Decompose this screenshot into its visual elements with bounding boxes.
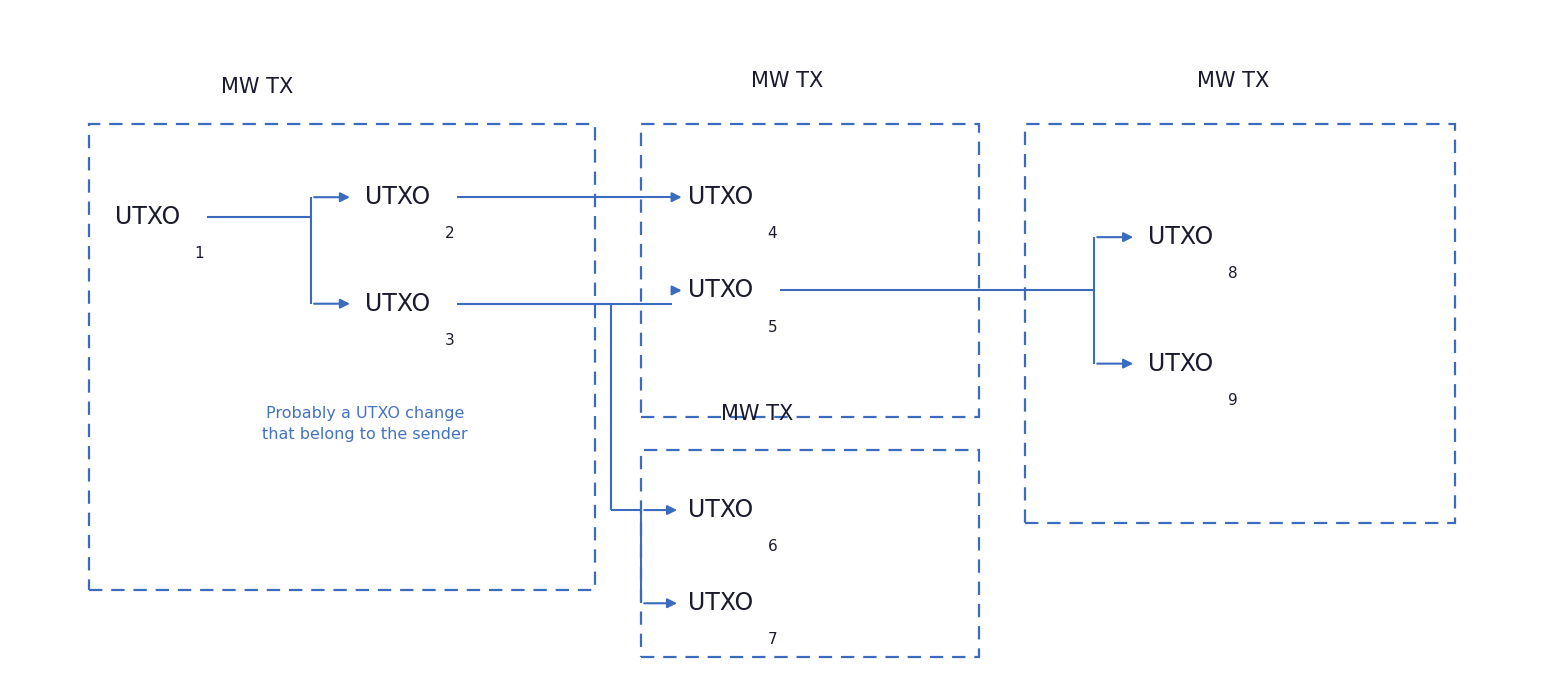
Text: UTXO: UTXO [364,185,431,209]
Text: UTXO: UTXO [687,185,753,209]
Text: UTXO: UTXO [687,591,753,615]
Text: 5: 5 [767,319,777,334]
Text: UTXO: UTXO [687,498,753,522]
Bar [641,450,979,656]
Text: 9: 9 [1227,393,1238,408]
Text: 3: 3 [445,333,454,348]
Text: MW TX: MW TX [221,78,293,97]
Text: MW TX: MW TX [1197,71,1269,91]
Bar [641,124,979,417]
Text: UTXO: UTXO [114,205,181,229]
Text: UTXO: UTXO [1149,225,1214,249]
Bar [1025,124,1456,524]
Text: 6: 6 [767,539,777,554]
Text: Probably a UTXO change
that belong to the sender: Probably a UTXO change that belong to th… [262,406,468,441]
Text: 8: 8 [1227,266,1238,281]
Text: UTXO: UTXO [364,292,431,315]
Text: 2: 2 [445,226,454,241]
Text: MW TX: MW TX [752,71,823,91]
Text: UTXO: UTXO [1149,352,1214,375]
Bar [88,124,596,590]
Text: UTXO: UTXO [687,278,753,303]
Text: MW TX: MW TX [721,404,792,423]
Text: 7: 7 [767,632,777,648]
Text: 1: 1 [195,246,204,262]
Text: 4: 4 [767,226,777,241]
